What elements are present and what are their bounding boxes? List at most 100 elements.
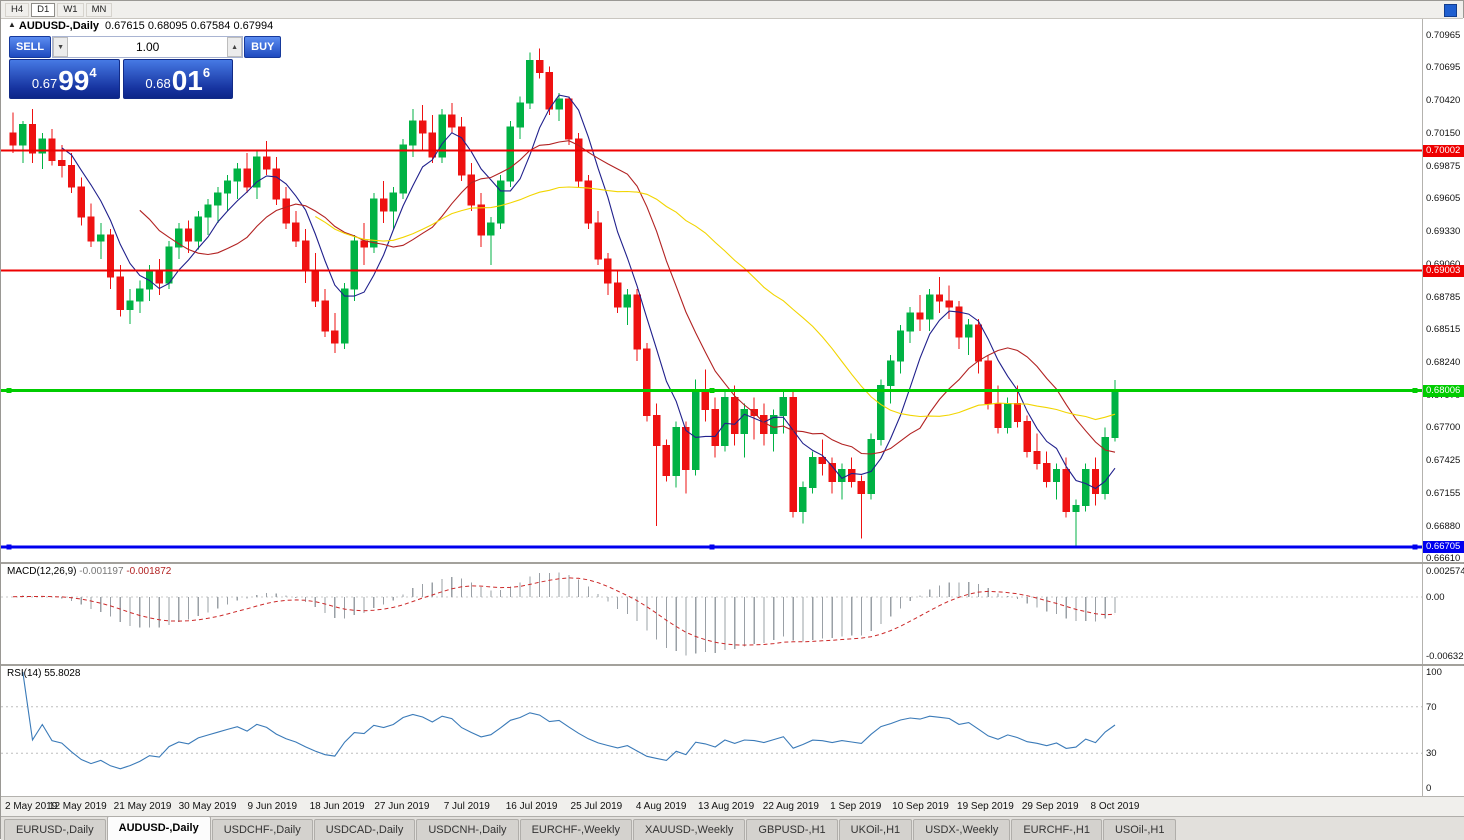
time-axis-label: 9 Jun 2019 bbox=[247, 801, 298, 812]
collapse-trade-panel-icon[interactable]: ▲ bbox=[8, 20, 16, 29]
price-axis-label: 0.66880 bbox=[1426, 520, 1461, 532]
buy-price-prefix: 0.68 bbox=[145, 76, 171, 91]
rsi-chart bbox=[1, 671, 1423, 770]
macd-label: MACD(12,26,9) -0.001197 -0.001872 bbox=[7, 566, 171, 577]
chart-tabs: EURUSD-,Daily AUDUSD-,Daily USDCHF-,Dail… bbox=[1, 816, 1464, 840]
panel-splitter-rsi[interactable] bbox=[1, 664, 1463, 666]
time-axis-label: 8 Oct 2019 bbox=[1090, 801, 1140, 812]
time-axis-label: 25 Jul 2019 bbox=[570, 801, 623, 812]
price-axis-label: 0.69060 bbox=[1426, 259, 1460, 270]
tab-usoil-h1[interactable]: USOil-,H1 bbox=[1102, 819, 1177, 840]
timeframe-w1-button[interactable]: W1 bbox=[57, 2, 84, 17]
time-axis-label: 22 Aug 2019 bbox=[762, 801, 819, 812]
time-axis-label: 16 Jul 2019 bbox=[505, 801, 558, 812]
buy-price-pips: 01 bbox=[171, 65, 203, 96]
macd-main-value: -0.001197 bbox=[79, 566, 124, 577]
timeframe-toolbar: H4 D1 W1 MN bbox=[1, 1, 1463, 19]
time-axis-label: 29 Sep 2019 bbox=[1021, 801, 1079, 812]
panel-splitter-macd[interactable] bbox=[1, 562, 1463, 564]
time-axis-label: 4 Aug 2019 bbox=[635, 801, 687, 812]
chevron-down-icon: ▼ bbox=[57, 43, 65, 51]
price-axis-label: 0.70150 bbox=[1426, 127, 1461, 139]
time-axis-label: 13 Aug 2019 bbox=[698, 801, 755, 812]
sell-price-pips: 99 bbox=[58, 65, 90, 96]
buy-button[interactable]: BUY bbox=[244, 36, 282, 58]
tab-ukoil-h1[interactable]: UKOil-,H1 bbox=[838, 819, 913, 840]
buy-price-point: 6 bbox=[202, 65, 211, 80]
timeframe-d1-button[interactable]: D1 bbox=[31, 2, 56, 17]
chevron-up-icon: ▲ bbox=[231, 43, 239, 51]
price-axis-label: 0.70420 bbox=[1426, 95, 1461, 107]
tab-audusd-daily[interactable]: AUDUSD-,Daily bbox=[106, 816, 211, 840]
time-axis-label: 27 Jun 2019 bbox=[374, 801, 430, 812]
price-line-tag: 0.68006 bbox=[1423, 384, 1464, 397]
candlestick-chart[interactable] bbox=[1, 18, 1464, 562]
one-click-trading-panel: SELL ▼ ▲ BUY 0.67 99 4 0.68 01 6 bbox=[9, 36, 282, 99]
time-axis-label: 7 Jul 2019 bbox=[443, 801, 490, 812]
tab-eurchf-h1[interactable]: EURCHF-,H1 bbox=[1011, 819, 1102, 840]
tab-usdx-weekly[interactable]: USDX-,Weekly bbox=[913, 819, 1011, 840]
time-axis-label: 12 May 2019 bbox=[48, 801, 107, 812]
rsi-axis: 100 70 30 0 bbox=[1422, 666, 1464, 796]
time-axis-label: 18 Jun 2019 bbox=[309, 801, 365, 812]
price-line-tag: 0.69003 bbox=[1423, 264, 1464, 277]
time-axis-label: 2 May 2019 bbox=[5, 801, 58, 812]
chart-title: ▲ AUDUSD-,Daily 0.67615 0.68095 0.67584 0.… bbox=[8, 20, 273, 32]
macd-axis-label: -0.006326 bbox=[1426, 651, 1464, 662]
price-axis-label: 0.70695 bbox=[1426, 62, 1461, 74]
buy-price-button[interactable]: 0.68 01 6 bbox=[122, 59, 233, 99]
macd-name: MACD(12,26,9) bbox=[7, 566, 77, 577]
price-axis-label: 0.67700 bbox=[1426, 422, 1461, 434]
rsi-label: RSI(14) 55.8028 bbox=[7, 668, 80, 679]
sell-price-button[interactable]: 0.67 99 4 bbox=[9, 59, 120, 99]
volume-control: ▼ ▲ bbox=[52, 36, 244, 58]
volume-decrease-button[interactable]: ▼ bbox=[53, 37, 69, 57]
trade-panel-price-row: 0.67 99 4 0.68 01 6 bbox=[9, 59, 233, 99]
price-line-tag: 0.70002 bbox=[1423, 144, 1464, 157]
time-axis-label: 30 May 2019 bbox=[178, 801, 237, 812]
price-axis-label: 0.70965 bbox=[1426, 29, 1461, 41]
time-axis-label: 19 Sep 2019 bbox=[957, 801, 1014, 812]
sell-price-point: 4 bbox=[89, 65, 97, 80]
price-axis-label: 0.69605 bbox=[1426, 193, 1461, 205]
tab-eurusd-daily[interactable]: EURUSD-,Daily bbox=[4, 819, 106, 840]
price-chart-section: ▲ AUDUSD-,Daily 0.67615 0.68095 0.67584 0.… bbox=[1, 18, 1464, 565]
price-axis-label: 0.66610 bbox=[1426, 553, 1461, 565]
price-axis-label: 0.69330 bbox=[1426, 226, 1461, 238]
macd-signal-value: -0.001872 bbox=[126, 566, 172, 577]
price-line-tag: 0.66705 bbox=[1423, 541, 1464, 553]
macd-axis-label: 0.002574 bbox=[1426, 566, 1464, 577]
rsi-axis-label: 0 bbox=[1426, 783, 1432, 794]
rsi-axis-label: 30 bbox=[1426, 748, 1437, 760]
macd-axis: 0.002574 0.00 -0.006326 bbox=[1422, 564, 1464, 664]
sell-button[interactable]: SELL bbox=[9, 36, 52, 58]
tab-eurchf-weekly[interactable]: EURCHF-,Weekly bbox=[519, 819, 632, 840]
price-axis-label: 0.68785 bbox=[1426, 291, 1461, 303]
tab-usdcad-daily[interactable]: USDCAD-,Daily bbox=[313, 819, 416, 840]
sell-price-prefix: 0.67 bbox=[31, 76, 58, 91]
tab-usdchf-daily[interactable]: USDCHF-,Daily bbox=[211, 819, 313, 840]
rsi-panel: RSI(14) 55.8028 100 70 30 0 bbox=[1, 666, 1464, 796]
macd-chart bbox=[1, 572, 1423, 656]
time-axis: 2 May 2019 12 May 2019 21 May 2019 30 May 2… bbox=[1, 796, 1464, 817]
price-axis-label: 0.67425 bbox=[1426, 455, 1461, 467]
macd-panel: MACD(12,26,9) -0.001197 -0.001872 0.0025… bbox=[1, 564, 1464, 664]
timeframe-mn-button[interactable]: MN bbox=[85, 2, 113, 17]
volume-input[interactable] bbox=[68, 37, 228, 57]
price-axis-label: 0.68240 bbox=[1426, 357, 1461, 369]
rsi-name: RSI(14) bbox=[7, 668, 42, 679]
app-icon bbox=[1444, 4, 1457, 17]
tab-usdcnh-daily[interactable]: USDCNH-,Daily bbox=[416, 819, 519, 840]
price-axis: 0.70965 0.70695 0.70420 0.70150 0.69875 0.696… bbox=[1422, 18, 1464, 565]
tab-xauusd-weekly[interactable]: XAUUSD-,Weekly bbox=[632, 819, 746, 840]
volume-increase-button[interactable]: ▲ bbox=[227, 37, 243, 57]
trade-panel-top-row: SELL ▼ ▲ BUY bbox=[9, 36, 282, 58]
price-axis-label: 0.67155 bbox=[1426, 487, 1461, 499]
price-axis-label: 0.68515 bbox=[1426, 324, 1461, 336]
symbol-title: AUDUSD-,Daily bbox=[18, 20, 99, 32]
timeframe-h4-button[interactable]: H4 bbox=[5, 2, 30, 17]
tab-gbpusd-h1[interactable]: GBPUSD-,H1 bbox=[746, 819, 838, 840]
time-axis-label: 10 Sep 2019 bbox=[892, 801, 949, 812]
price-axis-label: 0.69875 bbox=[1426, 160, 1461, 172]
